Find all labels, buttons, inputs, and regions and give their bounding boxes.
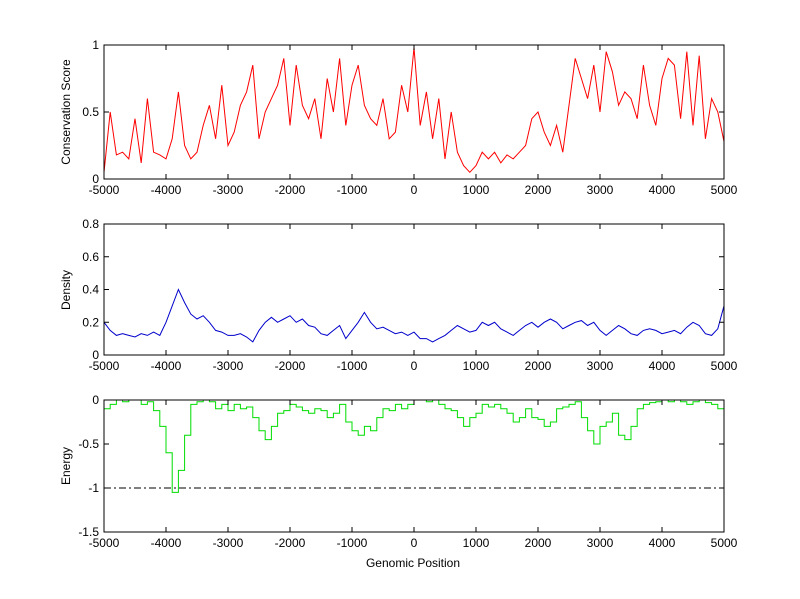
- density-xtick-label: -4000: [151, 359, 182, 373]
- density-xtick-label: 3000: [587, 359, 614, 373]
- energy-ylabel: Energy: [59, 447, 73, 485]
- density-ylabel: Density: [59, 270, 73, 310]
- density-series-line: [103, 288, 725, 343]
- density-ytick-label: 0: [92, 348, 99, 362]
- conservation-xtick-label: 0: [411, 183, 418, 197]
- energy-xtick-label: 3000: [587, 536, 614, 550]
- conservation-ytick-label: 1: [92, 38, 99, 52]
- density-ytick-label: 0.2: [82, 315, 99, 329]
- density-ytick-label: 0.4: [82, 283, 99, 297]
- density-xtick-label: -3000: [213, 359, 244, 373]
- energy-xtick-label: -4000: [151, 536, 182, 550]
- conservation-xtick-label: 2000: [525, 183, 552, 197]
- conservation-xtick-label: 5000: [711, 183, 738, 197]
- conservation-xtick-label: 1000: [463, 183, 490, 197]
- density-xtick-label: 1000: [463, 359, 490, 373]
- conservation-axes-box: [103, 44, 725, 180]
- conservation-xtick-label: -5000: [89, 183, 120, 197]
- conservation-ytick-label: 0.5: [82, 105, 99, 119]
- energy-xtick-label: -3000: [213, 536, 244, 550]
- density-xtick-label: 5000: [711, 359, 738, 373]
- energy-xtick-label: 4000: [649, 536, 676, 550]
- energy-panel: Energy Genomic Position -5000 -4000 -3000 -…: [59, 393, 738, 570]
- density-xtick-label: -1000: [337, 359, 368, 373]
- energy-axes-box: [103, 399, 725, 533]
- density-xtick-label: 2000: [525, 359, 552, 373]
- energy-ytick-label: -0.5: [78, 437, 99, 451]
- energy-xtick-label: 2000: [525, 536, 552, 550]
- density-xtick-label: 0: [411, 359, 418, 373]
- conservation-ylabel: Conservation Score: [59, 59, 73, 165]
- density-axes-box: [103, 223, 725, 356]
- energy-xtick-label: 1000: [463, 536, 490, 550]
- energy-ytick-label: -1.5: [78, 525, 99, 539]
- conservation-xtick-label: -3000: [213, 183, 244, 197]
- conservation-series-line: [103, 47, 725, 174]
- conservation-ytick-label: 0: [92, 172, 99, 186]
- energy-xtick-label: 0: [411, 536, 418, 550]
- conservation-xtick-label: -4000: [151, 183, 182, 197]
- conservation-xtick-label: 3000: [587, 183, 614, 197]
- density-xtick-label: -2000: [275, 359, 306, 373]
- energy-series-line: [104, 399, 725, 493]
- conservation-xtick-label: -1000: [337, 183, 368, 197]
- energy-xtick-label: -1000: [337, 536, 368, 550]
- density-panel: Density -5000 -4000 -3000 -2000 -1000 0 1000 20…: [59, 217, 738, 373]
- conservation-xtick-label: -2000: [275, 183, 306, 197]
- energy-xtick-label: -5000: [89, 536, 120, 550]
- energy-ytick-label: -1: [88, 481, 99, 495]
- density-xtick-label: -5000: [89, 359, 120, 373]
- energy-xlabel: Genomic Position: [366, 556, 460, 570]
- density-ytick-label: 0.8: [82, 217, 99, 231]
- conservation-score-panel: Conservation Score -5000 -4000 -3000 -2000 -…: [59, 38, 738, 197]
- density-xtick-label: 4000: [649, 359, 676, 373]
- density-ytick-label: 0.6: [82, 250, 99, 264]
- conservation-xtick-label: 4000: [649, 183, 676, 197]
- energy-ytick-label: 0: [92, 393, 99, 407]
- energy-xtick-label: 5000: [711, 536, 738, 550]
- energy-xtick-label: -2000: [275, 536, 306, 550]
